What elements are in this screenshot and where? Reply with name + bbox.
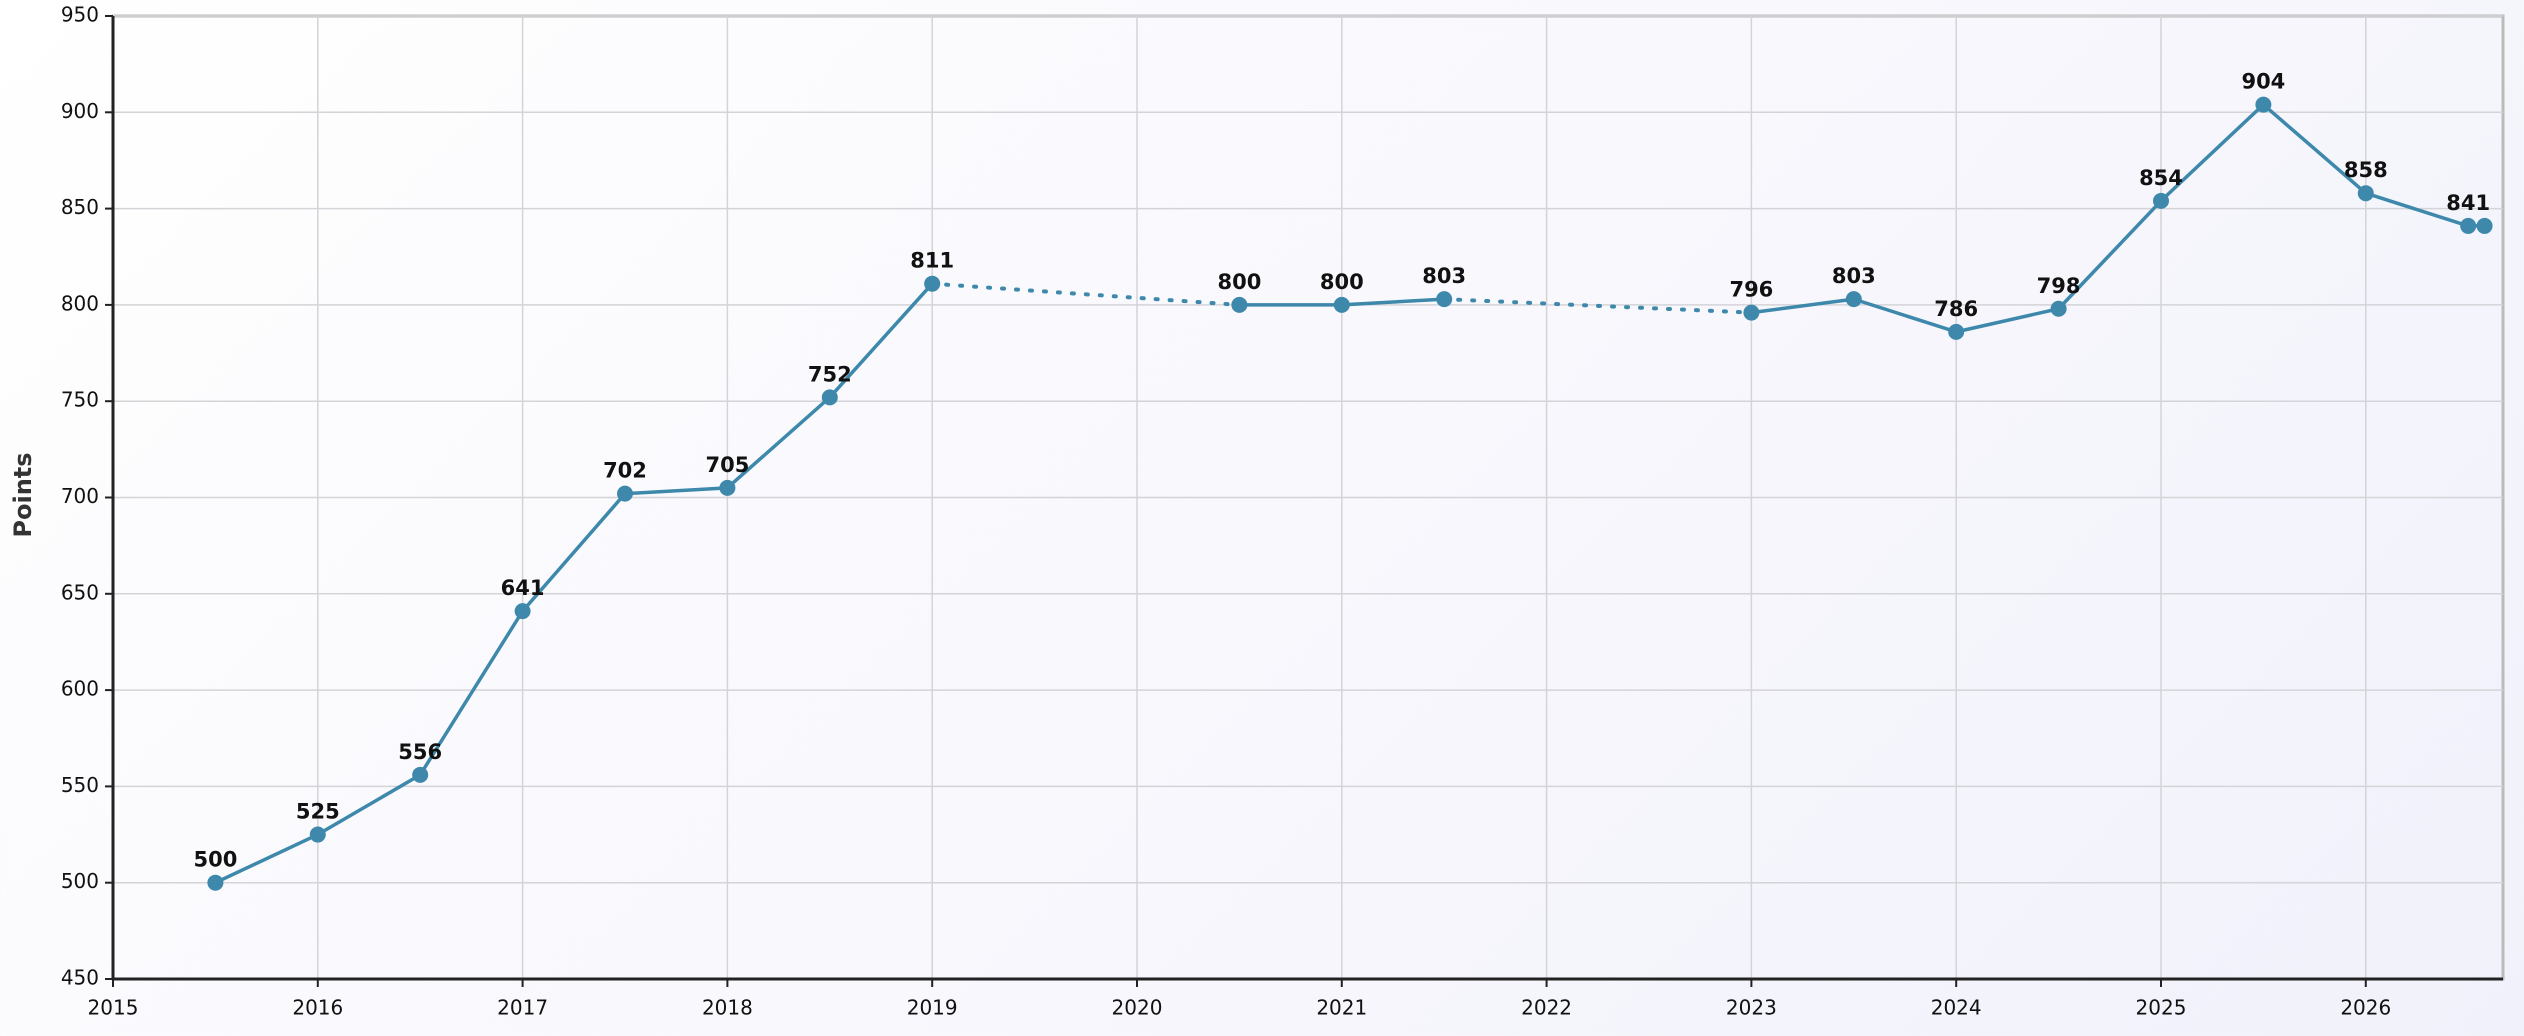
y-tick-label: 800: [61, 291, 99, 315]
line-segment: [418, 609, 525, 777]
data-label: 800: [1217, 270, 1261, 294]
line-segment: [2159, 102, 2266, 203]
line-segment: [2364, 191, 2470, 228]
data-label: 904: [2241, 70, 2285, 94]
data-label: 786: [1934, 297, 1978, 321]
data-label: 525: [296, 800, 340, 824]
y-tick-label: 700: [61, 484, 99, 508]
line-segment: [623, 486, 730, 496]
point: [1333, 296, 1350, 313]
x-tick-label: 2024: [1931, 996, 1982, 1020]
x-tick-label: 2021: [1316, 996, 1367, 1020]
x-tick-label: 2015: [88, 996, 139, 1020]
data-label: 556: [398, 740, 442, 764]
line-segment: [520, 491, 627, 613]
y-tick-label: 900: [61, 99, 99, 123]
x-tick-label: 2020: [1112, 996, 1163, 1020]
data-label: 841: [2446, 191, 2490, 215]
data-label: 854: [2139, 166, 2183, 190]
y-tick-label: 850: [61, 195, 99, 219]
line-segment: [316, 773, 422, 837]
y-tick-label: 550: [61, 773, 99, 797]
data-label: 705: [705, 453, 749, 477]
y-tick-label: 750: [61, 388, 99, 412]
point: [616, 485, 633, 502]
data-label: 702: [603, 459, 647, 483]
x-tick-label: 2023: [1726, 996, 1777, 1020]
y-tick-label: 500: [61, 869, 99, 893]
point: [2460, 217, 2477, 234]
x-tick-label: 2026: [2340, 996, 2391, 1020]
point: [924, 275, 941, 292]
y-tick-label: 450: [61, 966, 99, 990]
x-tick-label: 2025: [2136, 996, 2187, 1020]
x-tick-label: 2016: [292, 996, 343, 1020]
point: [2050, 300, 2067, 317]
point: [514, 603, 531, 620]
data-label: 803: [1422, 264, 1466, 288]
data-label: 641: [501, 576, 545, 600]
data-label: 800: [1320, 270, 1364, 294]
point: [2152, 192, 2169, 209]
line-segment: [1442, 297, 1754, 315]
y-tick-label: 650: [61, 580, 99, 604]
point: [1743, 304, 1760, 321]
data-label: 803: [1832, 264, 1876, 288]
y-tick-label: 950: [61, 3, 99, 27]
y-tick-label: 600: [61, 677, 99, 701]
point: [1436, 291, 1453, 308]
line-segment: [1852, 297, 1958, 334]
point: [821, 389, 838, 406]
data-label: 500: [193, 848, 237, 872]
line-segment: [1954, 307, 2061, 334]
line-segment: [1340, 297, 1446, 307]
point: [412, 766, 429, 783]
line-segment: [1749, 297, 1856, 315]
data-label: 798: [2037, 274, 2081, 298]
line-segment: [930, 281, 1242, 307]
point: [309, 826, 326, 843]
point: [719, 479, 736, 496]
point: [1231, 296, 1248, 313]
x-tick-label: 2017: [497, 996, 548, 1020]
point: [2476, 217, 2493, 234]
data-label: 858: [2344, 158, 2388, 182]
x-tick-label: 2019: [907, 996, 958, 1020]
point: [1845, 291, 1862, 308]
data-label: 752: [808, 362, 852, 386]
line-segment: [2261, 102, 2368, 195]
point: [1948, 323, 1965, 340]
x-tick-label: 2022: [1521, 996, 1572, 1020]
point: [207, 874, 224, 891]
line-segment: [213, 832, 320, 885]
line-segment: [828, 281, 934, 400]
x-tick-label: 2018: [702, 996, 753, 1020]
point: [2255, 96, 2272, 113]
data-label: 796: [1729, 278, 1773, 302]
data-label: 811: [910, 249, 954, 273]
y-axis-label: Points: [9, 452, 37, 537]
line-segment: [725, 395, 832, 490]
line-segment: [2056, 199, 2163, 311]
point: [2357, 185, 2374, 202]
